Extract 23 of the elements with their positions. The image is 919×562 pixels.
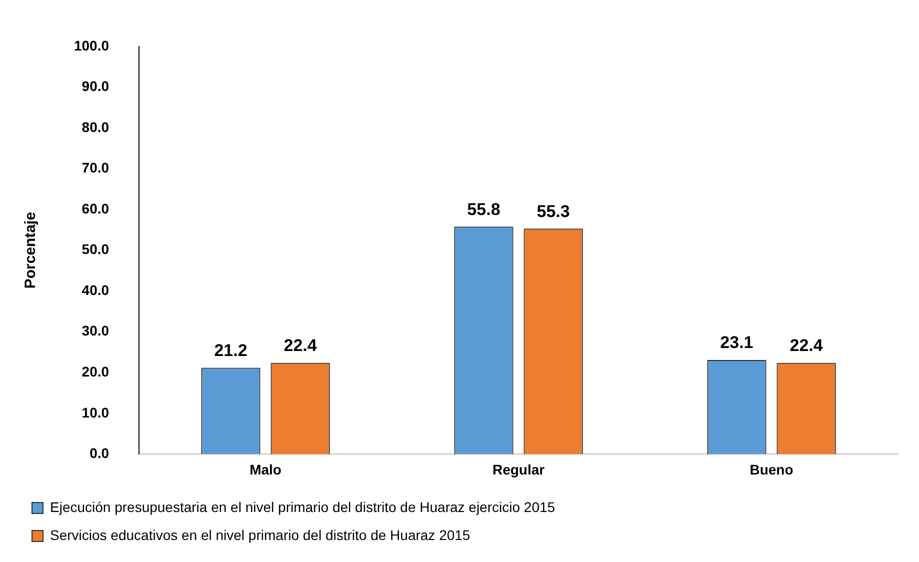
y-axis-title: Porcentaje — [22, 212, 40, 289]
y-tick-label: 100.0 — [74, 37, 110, 54]
y-tick-label: 0.0 — [90, 445, 110, 462]
y-tick-label: 20.0 — [82, 364, 110, 380]
y-tick-label: 80.0 — [82, 118, 110, 135]
data-label: 55.8 — [467, 200, 500, 219]
x-tick-label: Bueno — [750, 461, 794, 478]
x-tick-label: Malo — [250, 461, 282, 478]
y-tick-label: 10.0 — [82, 404, 110, 420]
data-label: 22.4 — [790, 336, 824, 356]
y-tick-label: 70.0 — [82, 160, 110, 176]
data-label: 22.4 — [284, 336, 318, 356]
y-tick-label: 30.0 — [82, 322, 110, 339]
data-label: 55.3 — [536, 202, 570, 221]
data-label: 23.1 — [720, 333, 754, 352]
x-tick-label: Regular — [492, 461, 546, 478]
y-tick-label: 50.0 — [82, 241, 110, 258]
y-tick-label: 40.0 — [82, 282, 110, 298]
y-tick-label: 60.0 — [82, 200, 110, 216]
y-tick-label: 90.0 — [82, 78, 110, 94]
legend-label: Ejecución presupuestaria en el nivel primario del distrito de Huaraz ejercicio 2015 — [50, 498, 556, 515]
data-label: 21.2 — [214, 340, 248, 360]
legend-label: Servicios educativos en el nivel primario del distrito de Huaraz 2015 — [50, 526, 470, 543]
